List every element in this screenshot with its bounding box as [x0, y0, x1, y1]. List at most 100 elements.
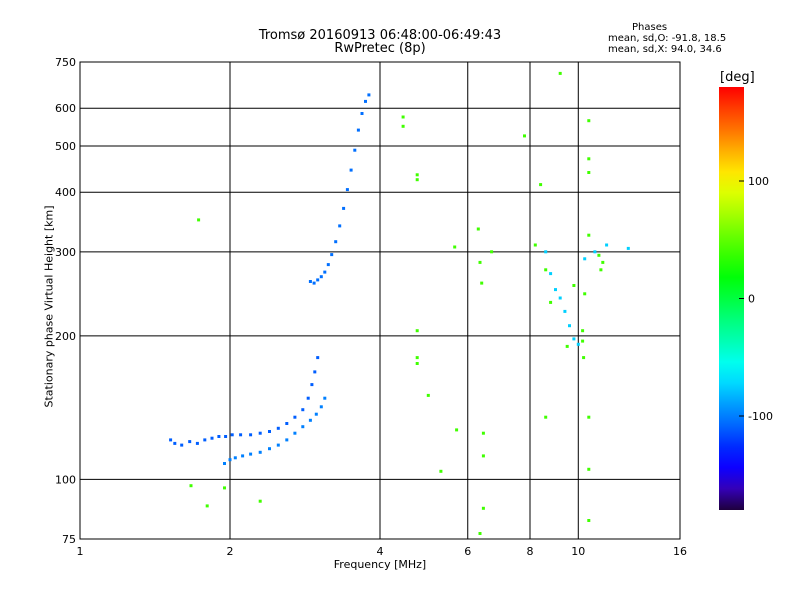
data-point	[285, 422, 289, 425]
data-point	[549, 300, 553, 304]
data-point	[415, 362, 419, 365]
data-point	[230, 433, 234, 437]
data-point	[587, 233, 591, 237]
data-point	[583, 292, 587, 296]
y-tick-label: 300	[55, 246, 76, 259]
data-point	[587, 157, 591, 161]
data-point	[258, 431, 262, 435]
data-point	[568, 324, 571, 328]
data-point	[197, 218, 201, 222]
data-point	[523, 134, 526, 138]
data-point	[597, 253, 601, 257]
data-point	[169, 438, 173, 442]
data-point	[205, 504, 209, 508]
phases-o-stats: mean, sd,O: -91.8, 18.5	[608, 33, 727, 44]
data-point	[188, 440, 192, 444]
data-point	[228, 458, 232, 462]
data-point	[217, 435, 221, 438]
data-point	[268, 430, 271, 433]
data-point	[285, 438, 289, 442]
data-point	[480, 281, 484, 285]
y-tick-label: 500	[55, 140, 76, 153]
data-point	[258, 450, 262, 454]
data-point	[342, 206, 346, 210]
y-axis-label: Stationary phase Virtual Height [km]	[42, 205, 56, 408]
x-tick-label: 2	[227, 545, 234, 558]
data-point	[415, 173, 419, 177]
data-point	[173, 441, 177, 445]
data-point	[587, 171, 591, 174]
data-point	[345, 188, 349, 192]
data-point	[583, 257, 587, 261]
data-point	[426, 393, 430, 397]
data-point	[367, 93, 371, 97]
data-point	[439, 469, 443, 473]
x-tick-label: 1	[77, 545, 84, 558]
data-point	[203, 438, 207, 442]
y-tick-label: 100	[55, 473, 76, 486]
data-point	[319, 275, 323, 279]
phase-colorbar: 100 0 -100	[719, 87, 773, 510]
data-point	[481, 431, 485, 435]
data-point	[401, 124, 405, 128]
data-point	[490, 250, 494, 254]
data-point	[306, 396, 310, 400]
data-point	[599, 268, 603, 272]
data-point	[301, 425, 305, 429]
data-point	[310, 383, 314, 387]
data-point	[582, 356, 586, 360]
y-tick-label: 750	[55, 56, 76, 69]
x-tick-label: 10	[571, 545, 585, 558]
data-point	[415, 178, 419, 182]
data-point	[476, 227, 480, 231]
data-point	[312, 281, 316, 285]
chart-title: Tromsø 20160913 06:48:00-06:49:43	[258, 28, 502, 43]
data-point	[314, 412, 318, 416]
data-point	[572, 284, 576, 287]
data-point	[223, 462, 226, 465]
data-point	[326, 263, 330, 267]
data-point	[554, 288, 557, 292]
data-point	[268, 447, 271, 451]
data-point	[549, 272, 553, 276]
data-point	[626, 246, 630, 250]
data-point	[572, 337, 576, 341]
phases-x-stats: mean, sd,X: 94.0, 34.6	[608, 44, 722, 55]
data-point	[478, 260, 482, 264]
colorbar-tick-label: 0	[748, 293, 755, 306]
data-point	[323, 270, 327, 274]
data-point	[249, 433, 253, 437]
data-point	[601, 260, 605, 264]
data-point	[308, 280, 312, 283]
data-point	[233, 456, 237, 460]
colorbar-unit: [deg]	[720, 70, 755, 85]
y-tick-label: 400	[55, 186, 76, 199]
data-point	[316, 356, 320, 360]
data-point	[353, 148, 357, 152]
data-point	[415, 329, 419, 333]
chart-subtitle: RwPretec (8p)	[334, 41, 426, 56]
data-point	[210, 436, 214, 440]
data-point	[356, 128, 360, 132]
data-point	[581, 329, 585, 333]
data-point	[301, 408, 305, 412]
axis-ticks: 1 2 4 6 8 10 16 75 100 200 300 400 500 600 750	[55, 56, 687, 558]
data-point	[293, 415, 297, 419]
data-point	[415, 356, 419, 360]
data-point	[563, 309, 567, 313]
data-point	[544, 415, 548, 419]
data-point	[401, 115, 405, 119]
colorbar-tick-label: -100	[748, 410, 773, 423]
data-point	[587, 119, 591, 123]
data-point	[544, 250, 548, 254]
data-point	[189, 484, 193, 488]
data-point	[558, 296, 562, 300]
data-point	[249, 452, 253, 456]
colorbar-tick-label: 100	[748, 175, 769, 188]
data-point	[338, 224, 342, 228]
data-point	[223, 486, 226, 490]
data-point	[587, 415, 591, 419]
data-point	[313, 370, 317, 374]
x-axis-label: Frequency [MHz]	[333, 558, 427, 571]
data-point	[276, 443, 280, 447]
